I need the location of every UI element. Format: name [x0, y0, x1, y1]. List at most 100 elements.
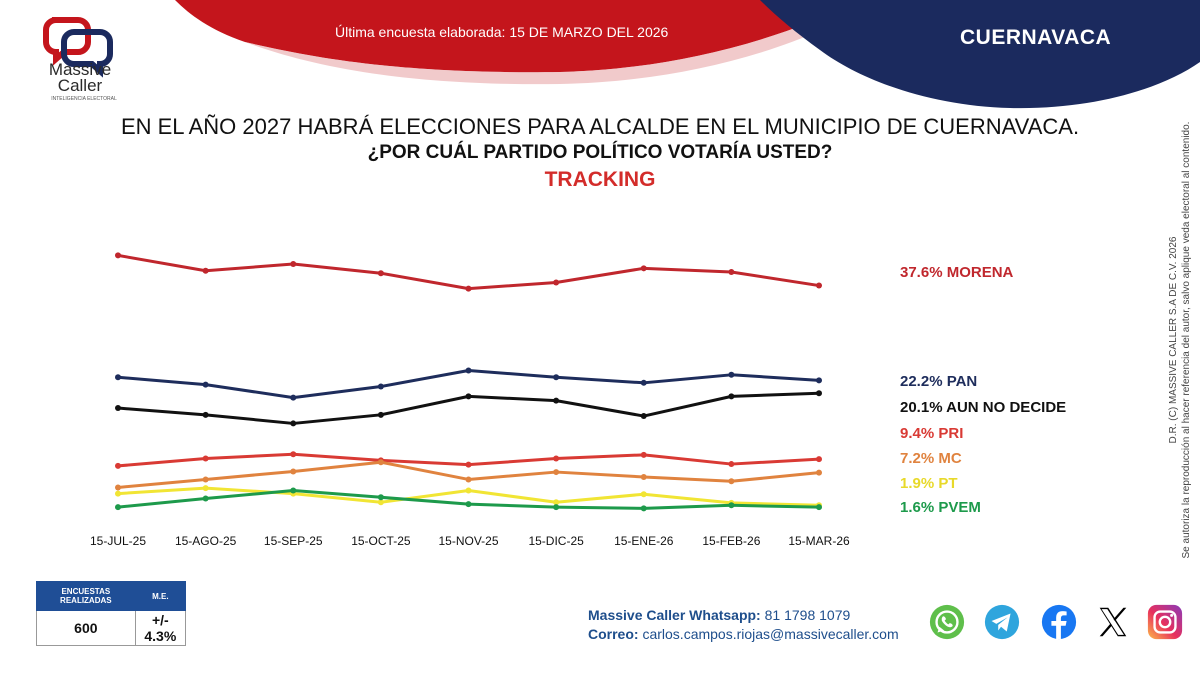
point-aun-no-decide-15-ago-25 [202, 411, 209, 418]
title-question: ¿POR CUÁL PARTIDO POLÍTICO VOTARÍA USTED… [367, 142, 833, 163]
point-pri-15-jul-25 [115, 462, 121, 469]
point-morena-15-dic-25 [553, 279, 560, 286]
point-pvem-15-ene-26 [640, 505, 647, 512]
point-pt-15-nov-25 [465, 487, 472, 494]
legend-mc: 7.2% MC [900, 450, 962, 467]
x-tick-label-15-ene-26: 15-ENE-26 [614, 534, 674, 548]
logo-tagline: INTELIGENCIA ELECTORAL [51, 96, 117, 102]
header-banner [175, 0, 1200, 109]
x-tick-label-15-ago-25: 15-AGO-25 [175, 534, 237, 548]
legend-pt: 1.9% PT [900, 475, 958, 492]
logo-name-line1: Massive [48, 60, 112, 79]
legend-pri: 9.4% PRI [900, 425, 963, 442]
point-pan-15-oct-25 [377, 383, 384, 390]
point-pan-15-nov-25 [465, 367, 472, 374]
point-pvem-15-dic-25 [553, 504, 560, 511]
point-pt-15-oct-25 [377, 499, 384, 506]
point-mc-15-ago-25 [202, 476, 209, 483]
point-mc-15-jul-25 [115, 484, 121, 491]
point-aun-no-decide-15-jul-25 [115, 405, 121, 412]
point-aun-no-decide-15-ene-26 [640, 413, 647, 420]
series-pan [115, 367, 822, 401]
point-pri-15-ene-26 [640, 451, 647, 458]
point-morena-15-ene-26 [640, 265, 647, 272]
logo-name: Massive Caller [35, 60, 125, 95]
title-question-context: EN EL AÑO 2027 HABRÁ ELECCIONES PARA ALC… [120, 114, 1080, 139]
point-pt-15-dic-25 [553, 499, 560, 506]
point-morena-15-mar-26 [816, 282, 822, 289]
whatsapp-icon[interactable] [928, 603, 966, 641]
point-pan-15-ago-25 [202, 381, 209, 388]
copyright-line: D.R. (C) MASSIVE CALLER S.A DE C.V. 2026 [1168, 236, 1179, 444]
point-pvem-15-nov-25 [465, 501, 472, 508]
legend-pan: 22.2% PAN [900, 373, 977, 390]
point-pri-15-ago-25 [202, 455, 209, 462]
point-morena-15-feb-26 [728, 269, 735, 276]
point-aun-no-decide-15-mar-26 [816, 390, 822, 397]
point-pri-15-sep-25 [290, 451, 297, 458]
telegram-icon[interactable] [983, 603, 1021, 641]
point-pri-15-dic-25 [553, 455, 560, 462]
point-pan-15-ene-26 [640, 379, 647, 386]
survey-date: Última encuesta elaborada: 15 DE MARZO D… [335, 24, 669, 40]
point-pri-15-feb-26 [728, 461, 735, 468]
me-value: +/- 4.3% [134, 610, 187, 646]
point-morena-15-jul-25 [115, 252, 121, 259]
copyright-note: D.R. (C) MASSIVE CALLER S.A DE C.V. 2026… [1167, 110, 1193, 570]
point-aun-no-decide-15-dic-25 [553, 397, 560, 404]
series-mc [115, 459, 822, 491]
point-mc-15-feb-26 [728, 478, 735, 485]
point-mc-15-ene-26 [640, 473, 647, 480]
point-pvem-15-oct-25 [377, 494, 384, 501]
point-pan-15-sep-25 [290, 394, 297, 401]
point-pri-15-nov-25 [465, 461, 472, 468]
point-morena-15-nov-25 [465, 285, 472, 292]
series-aun-no-decide [115, 390, 822, 427]
point-pvem-15-ago-25 [202, 495, 209, 502]
x-icon[interactable] [1094, 603, 1132, 641]
line-morena [117, 253, 820, 291]
instagram-icon[interactable] [1146, 603, 1184, 641]
point-mc-15-mar-26 [816, 469, 822, 476]
massive-caller-logo-icon [43, 17, 113, 78]
point-pan-15-dic-25 [553, 374, 560, 381]
point-mc-15-sep-25 [290, 468, 297, 475]
point-pvem-15-jul-25 [115, 504, 121, 511]
series-pvem [115, 487, 822, 512]
series-morena [115, 252, 822, 292]
point-morena-15-oct-25 [377, 270, 384, 277]
point-pri-15-mar-26 [816, 456, 822, 463]
x-tick-label-15-mar-26: 15-MAR-26 [788, 534, 850, 548]
polls-value: 600 [36, 610, 136, 646]
x-tick-label-15-dic-25: 15-DIC-25 [528, 534, 584, 548]
email-label: Correo: [588, 626, 639, 642]
me-header: M.E. [134, 581, 187, 611]
x-tick-label-15-jul-25: 15-JUL-25 [90, 534, 146, 548]
logo-name-line2: Caller [57, 76, 103, 95]
whatsapp-number[interactable]: 81 1798 1079 [764, 607, 851, 623]
email-contact: Correo: carlos.campos.riojas@massivecall… [588, 626, 899, 642]
whatsapp-label: Massive Caller Whatsapp: [588, 607, 761, 623]
reproduction-notice: Se autoriza la reproducción al hacer ref… [1181, 121, 1192, 559]
city-name: CUERNAVACA [960, 26, 1112, 49]
point-aun-no-decide-15-nov-25 [465, 393, 472, 400]
facebook-icon[interactable] [1040, 603, 1078, 641]
point-pan-15-mar-26 [816, 377, 822, 384]
point-pvem-15-sep-25 [290, 487, 297, 494]
legend-morena: 37.6% MORENA [900, 264, 1014, 281]
x-tick-label-15-oct-25: 15-OCT-25 [351, 534, 411, 548]
point-pan-15-feb-26 [728, 371, 735, 378]
polls-header: ENCUESTAS REALIZADAS [36, 581, 136, 611]
point-pvem-15-mar-26 [816, 504, 822, 511]
point-pt-15-ago-25 [202, 485, 209, 492]
title-tracking: TRACKING [544, 168, 656, 191]
email-address[interactable]: carlos.campos.riojas@massivecaller.com [642, 626, 899, 642]
point-aun-no-decide-15-sep-25 [290, 420, 297, 427]
point-pt-15-ene-26 [640, 491, 647, 498]
point-mc-15-nov-25 [465, 476, 472, 483]
point-aun-no-decide-15-feb-26 [728, 393, 735, 400]
x-tick-label-15-sep-25: 15-SEP-25 [264, 534, 323, 548]
point-mc-15-dic-25 [553, 469, 560, 476]
legend-pvem: 1.6% PVEM [900, 499, 981, 516]
point-pan-15-jul-25 [115, 374, 121, 381]
